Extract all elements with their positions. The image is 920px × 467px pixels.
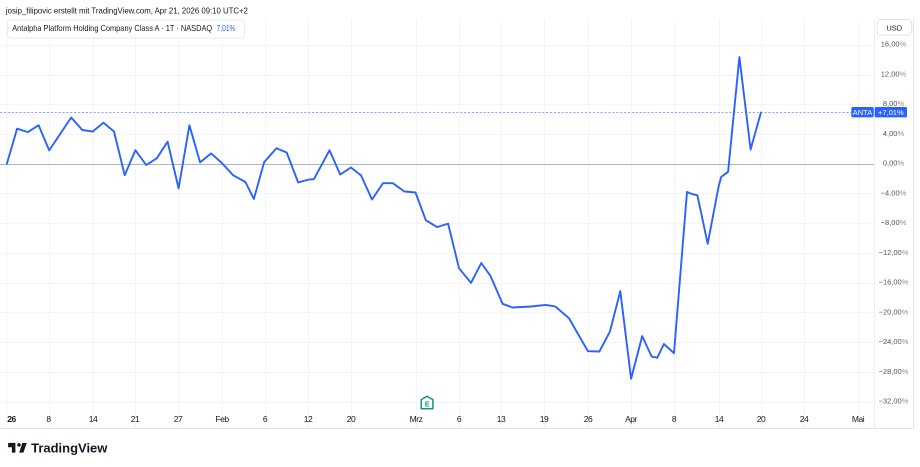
svg-text:−28,00%: −28,00% bbox=[879, 367, 909, 376]
svg-text:6: 6 bbox=[457, 414, 462, 424]
svg-text:USD: USD bbox=[886, 24, 902, 33]
svg-text:27: 27 bbox=[174, 414, 183, 424]
svg-text:14: 14 bbox=[715, 414, 724, 424]
svg-text:Mai: Mai bbox=[852, 414, 865, 424]
svg-text:+7,01%: +7,01% bbox=[878, 108, 904, 117]
svg-text:−32,00%: −32,00% bbox=[879, 397, 909, 406]
svg-text:26: 26 bbox=[584, 414, 593, 424]
svg-text:Apr: Apr bbox=[625, 414, 637, 424]
svg-text:20: 20 bbox=[757, 414, 766, 424]
svg-text:16,00%: 16,00% bbox=[881, 40, 907, 49]
svg-text:−12,00%: −12,00% bbox=[879, 248, 909, 257]
svg-text:20: 20 bbox=[347, 414, 356, 424]
svg-text:7,01%: 7,01% bbox=[217, 23, 236, 33]
svg-text:josip_filipovic erstellt mit T: josip_filipovic erstellt mit TradingView… bbox=[5, 6, 248, 16]
svg-text:8,00%: 8,00% bbox=[883, 99, 905, 108]
svg-text:Feb: Feb bbox=[215, 414, 229, 424]
svg-text:4,00%: 4,00% bbox=[883, 129, 905, 138]
svg-text:21: 21 bbox=[131, 414, 140, 424]
svg-text:Antalpha Platform Holding Comp: Antalpha Platform Holding Company Class … bbox=[12, 23, 212, 33]
svg-text:−8,00%: −8,00% bbox=[881, 218, 907, 227]
svg-text:8: 8 bbox=[672, 414, 677, 424]
svg-text:8: 8 bbox=[46, 414, 51, 424]
svg-text:E: E bbox=[425, 402, 430, 409]
svg-text:−4,00%: −4,00% bbox=[881, 188, 907, 197]
svg-text:TradingView: TradingView bbox=[31, 440, 108, 455]
svg-text:13: 13 bbox=[497, 414, 506, 424]
svg-text:−16,00%: −16,00% bbox=[879, 278, 909, 287]
svg-text:6: 6 bbox=[263, 414, 268, 424]
svg-text:−24,00%: −24,00% bbox=[879, 337, 909, 346]
svg-text:12,00%: 12,00% bbox=[881, 69, 907, 78]
svg-text:24: 24 bbox=[800, 414, 809, 424]
svg-text:0,00%: 0,00% bbox=[883, 159, 905, 168]
svg-text:ANTA: ANTA bbox=[853, 108, 872, 117]
svg-text:26: 26 bbox=[7, 414, 16, 424]
svg-text:Mrz: Mrz bbox=[410, 414, 423, 424]
svg-text:14: 14 bbox=[89, 414, 98, 424]
svg-text:−20,00%: −20,00% bbox=[879, 307, 909, 316]
svg-text:19: 19 bbox=[540, 414, 549, 424]
svg-text:12: 12 bbox=[304, 414, 313, 424]
